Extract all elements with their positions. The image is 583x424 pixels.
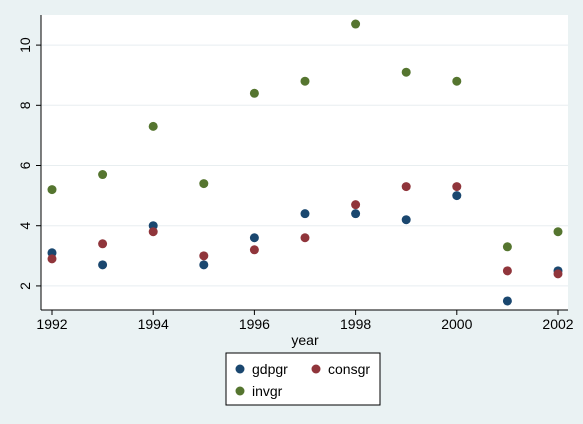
gridlines: [41, 44, 568, 287]
legend-box: [225, 352, 381, 406]
point-invgr-1994: [148, 121, 158, 131]
point-consgr-1997: [300, 233, 310, 243]
x-tick-label: 1994: [138, 316, 169, 332]
x-tick-label: 1998: [340, 316, 371, 332]
x-tick-label: 2000: [441, 316, 472, 332]
point-gdpgr-1995: [199, 260, 209, 270]
ticks: 2 4 6 8 10 1992 1994 1996 1998 2000 2002: [17, 37, 574, 332]
y-tick-label: 2: [17, 282, 33, 290]
x-tick-label: 2002: [542, 316, 573, 332]
point-consgr-1998: [351, 200, 361, 210]
legend-marker-consgr: [311, 364, 321, 374]
point-consgr-1999: [401, 182, 411, 192]
point-consgr-1994: [148, 227, 158, 237]
point-invgr-2000: [452, 76, 462, 86]
point-invgr-1999: [401, 67, 411, 77]
x-axis-title: year: [291, 332, 319, 348]
point-consgr-2001: [502, 266, 512, 276]
y-tick-label: 8: [17, 101, 33, 109]
point-invgr-1996: [249, 88, 259, 98]
point-invgr-1992: [47, 185, 57, 195]
legend-marker-gdpgr: [235, 364, 245, 374]
point-gdpgr-2001: [502, 296, 512, 306]
point-consgr-2000: [452, 182, 462, 192]
point-gdpgr-1997: [300, 209, 310, 219]
data-points: [47, 19, 563, 306]
point-consgr-2002: [553, 269, 563, 279]
point-gdpgr-1996: [249, 233, 259, 243]
legend-marker-invgr: [235, 386, 245, 396]
legend-label-gdpgr: gdpgr: [252, 361, 288, 377]
point-invgr-1995: [199, 179, 209, 189]
point-gdpgr-1999: [401, 215, 411, 225]
point-consgr-1992: [47, 254, 57, 264]
x-tick-label: 1996: [239, 316, 270, 332]
point-invgr-1997: [300, 76, 310, 86]
legend-label-consgr: consgr: [328, 361, 370, 377]
point-invgr-2002: [553, 227, 563, 237]
point-gdpgr-2000: [452, 191, 462, 201]
legend: gdpgr consgr invgr: [225, 352, 381, 406]
plot-area: [41, 15, 568, 310]
point-consgr-1996: [249, 245, 259, 255]
point-consgr-1995: [199, 251, 209, 261]
y-tick-label: 10: [17, 37, 33, 53]
point-invgr-1993: [98, 170, 108, 180]
point-consgr-1993: [98, 239, 108, 249]
y-tick-label: 6: [17, 161, 33, 169]
legend-label-invgr: invgr: [252, 383, 283, 399]
point-gdpgr-1993: [98, 260, 108, 270]
point-invgr-1998: [351, 19, 361, 29]
point-invgr-2001: [502, 242, 512, 252]
point-gdpgr-1998: [351, 209, 361, 219]
y-tick-label: 4: [17, 222, 33, 230]
x-tick-label: 1992: [36, 316, 67, 332]
axes: [40, 15, 568, 311]
